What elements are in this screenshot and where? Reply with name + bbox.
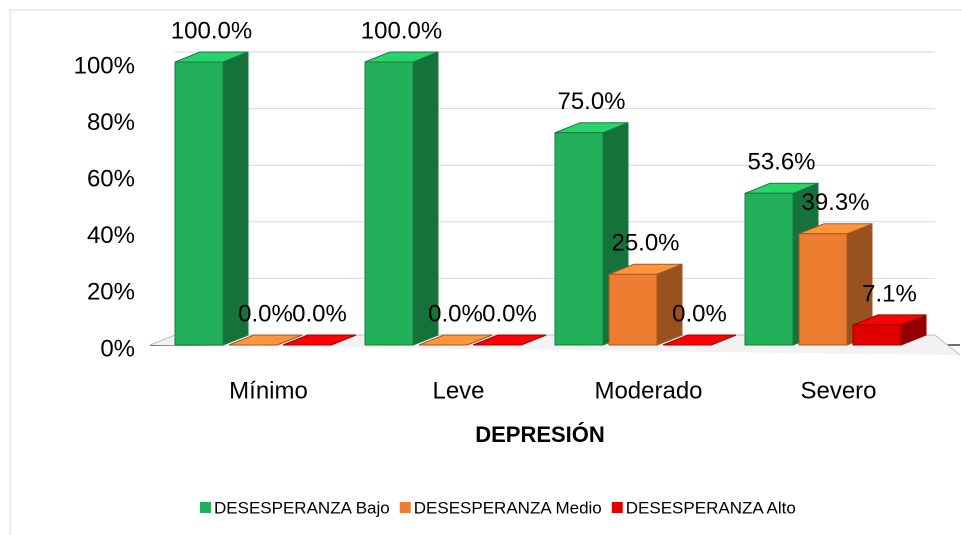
- y-tick-label: 60%: [87, 166, 135, 193]
- bar: [608, 263, 683, 346]
- bar: [798, 223, 873, 346]
- value-label: 53.6%: [747, 149, 815, 176]
- bar-face: [608, 273, 658, 346]
- value-label: 100.0%: [361, 17, 442, 44]
- bar-face: [852, 324, 902, 346]
- value-label: 25.0%: [611, 230, 679, 257]
- bar: [282, 334, 357, 346]
- y-tick-label: 20%: [87, 279, 135, 306]
- x-tick-label: Moderado: [594, 377, 702, 404]
- legend-swatch: [200, 502, 211, 513]
- bar: [364, 51, 439, 346]
- frame: [9, 9, 962, 535]
- bar: [418, 334, 493, 346]
- x-tick-label: Leve: [432, 377, 484, 404]
- value-label: 75.0%: [557, 88, 625, 115]
- bar: [174, 51, 249, 346]
- bar: [852, 314, 927, 346]
- y-tick-label: 40%: [87, 222, 135, 249]
- y-tick-label: 100%: [74, 52, 135, 79]
- bar: [662, 334, 737, 346]
- bar-face: [174, 61, 224, 346]
- value-label: 7.1%: [862, 280, 917, 307]
- y-tick-label: 80%: [87, 109, 135, 136]
- value-label: 0.0%: [482, 300, 537, 327]
- value-label: 100.0%: [171, 17, 252, 44]
- x-tick-label: Severo: [800, 377, 876, 404]
- legend-swatch: [399, 502, 411, 513]
- bar: [472, 334, 547, 346]
- y-tick-label: 0%: [100, 335, 135, 362]
- value-label: 0.0%: [238, 300, 293, 327]
- value-label: 39.3%: [801, 189, 869, 216]
- bar: [228, 334, 303, 346]
- value-label: 0.0%: [292, 300, 347, 327]
- legend-label: DESESPERANZA Alto: [626, 498, 796, 517]
- value-label: 0.0%: [672, 300, 727, 327]
- bar-face: [744, 192, 794, 346]
- x-tick-label: Mínimo: [229, 377, 308, 404]
- bar-face: [554, 132, 604, 346]
- value-label: 0.0%: [428, 300, 483, 327]
- legend-swatch: [611, 502, 623, 513]
- legend-label: DESESPERANZA Medio: [414, 498, 602, 517]
- legend-label: DESESPERANZA Bajo: [214, 498, 390, 517]
- bar-face: [798, 233, 848, 346]
- bar-face: [364, 61, 414, 346]
- x-axis-title: DEPRESIÓN: [475, 422, 605, 447]
